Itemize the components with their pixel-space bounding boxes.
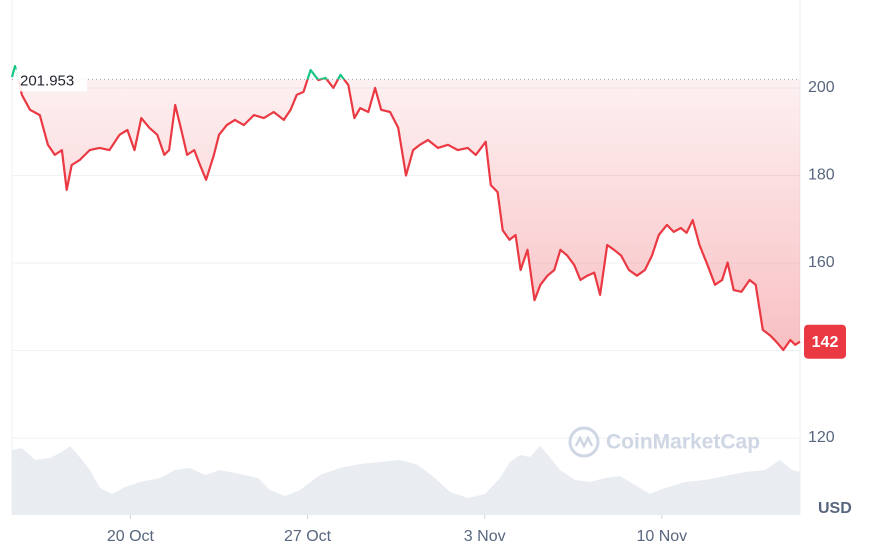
- y-tick-label: 160: [808, 254, 835, 271]
- y-tick-label: 180: [808, 167, 835, 184]
- watermark: CoinMarketCap: [568, 426, 760, 458]
- price-line-down: [17, 79, 801, 352]
- last-price-badge: [804, 324, 846, 359]
- x-tick-label: 27 Oct: [284, 528, 332, 545]
- x-tick-label: 20 Oct: [107, 528, 155, 545]
- volume-area: [12, 446, 800, 515]
- reference-label-box: [15, 69, 87, 92]
- price-area: [12, 79, 800, 350]
- reference-label: 201.953: [20, 72, 74, 89]
- x-tick-label: 10 Nov: [636, 528, 687, 545]
- watermark-text: CoinMarketCap: [606, 431, 760, 454]
- y-tick-label: 120: [808, 429, 835, 446]
- x-tick-label: 3 Nov: [464, 528, 506, 545]
- y-tick-label: 200: [808, 79, 835, 96]
- last-price-label: 142: [812, 334, 839, 351]
- y-unit: USD: [818, 500, 852, 517]
